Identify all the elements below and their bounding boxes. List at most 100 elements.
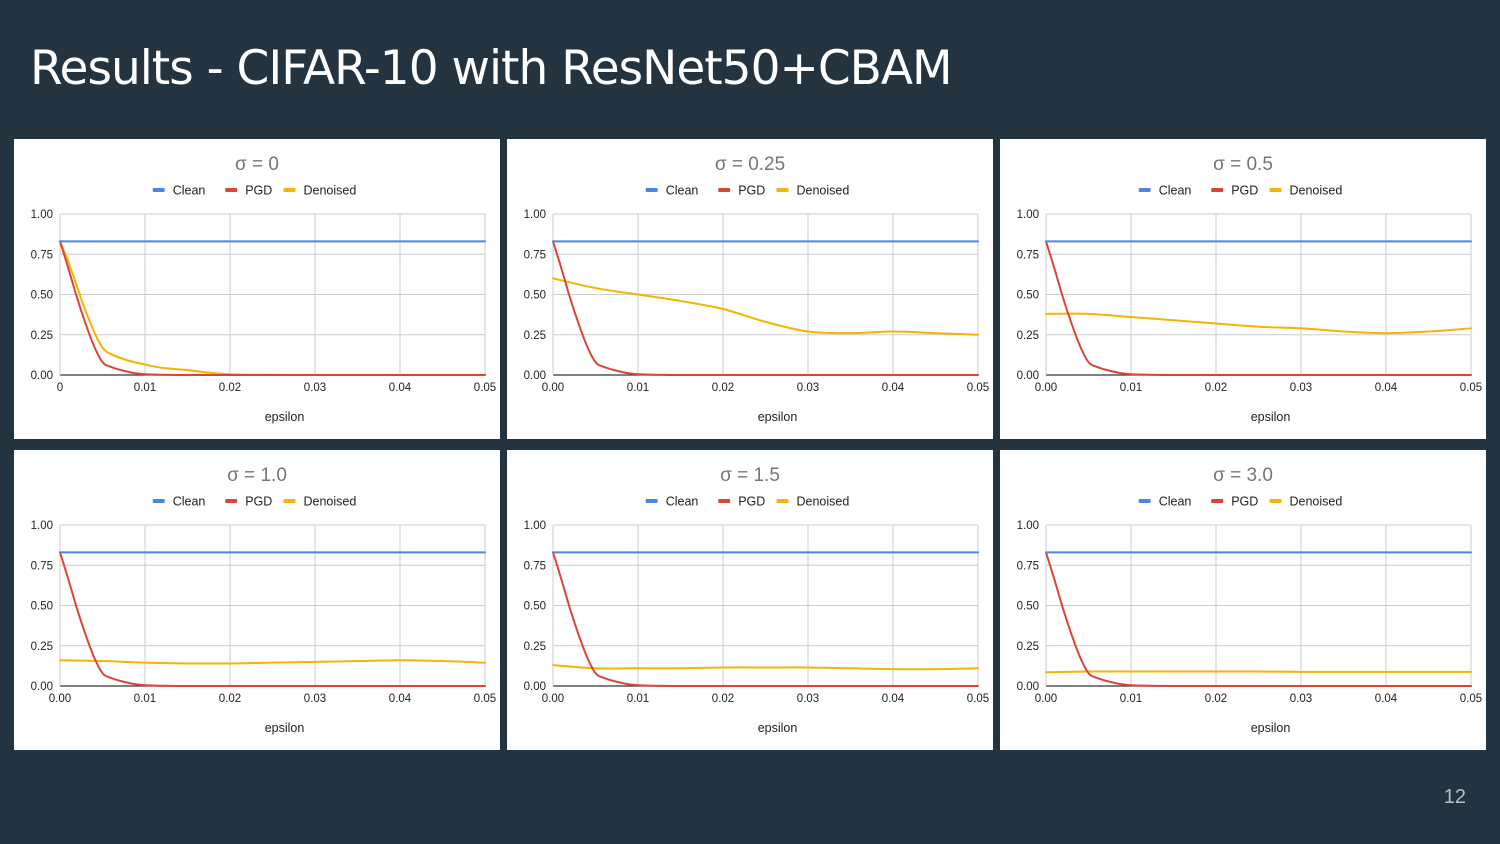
y-tick-label: 1.00 [1017, 520, 1039, 532]
legend-swatch-denoised [776, 499, 789, 503]
x-tick-label: 0.03 [304, 693, 326, 705]
legend-label-pgd: PGD [738, 184, 765, 198]
legend-label-pgd: PGD [738, 495, 765, 509]
line-chart: σ = 3.0 Clean PGD Denoised 0.00 0.25 0.50 0.75 1… [1017, 465, 1483, 735]
chart-panel-sigma-0.25: σ = 0.25 Clean PGD Denoised 0.00 0.25 0.50 0.75… [507, 139, 993, 439]
x-axis-label: epsilon [1251, 721, 1291, 735]
legend-label-pgd: PGD [245, 184, 272, 198]
legend-label-clean: Clean [173, 184, 206, 198]
x-tick-label: 0.03 [304, 382, 326, 394]
x-tick-label: 0.01 [1120, 693, 1142, 705]
chart-title: σ = 1.5 [720, 465, 780, 486]
y-tick-label: 0.25 [31, 330, 53, 342]
x-tick-label: 0.02 [219, 693, 241, 705]
legend-swatch-pgd [1211, 188, 1224, 192]
legend-swatch-denoised [283, 188, 296, 192]
y-tick-label: 0.00 [31, 681, 53, 693]
x-tick-label: 0.01 [134, 693, 156, 705]
y-tick-label: 1.00 [524, 520, 546, 532]
chart-legend: Clean PGD Denoised [645, 184, 850, 198]
x-axis-label: epsilon [265, 721, 305, 735]
y-tick-label: 0.00 [524, 681, 546, 693]
chart-legend: Clean PGD Denoised [1138, 184, 1343, 198]
chart-title: σ = 0.25 [715, 154, 785, 175]
series-line-denoised [59, 240, 486, 377]
y-tick-label: 0.75 [31, 249, 53, 261]
x-tick-label: 0.03 [1290, 382, 1312, 394]
legend-label-clean: Clean [666, 495, 699, 509]
x-tick-label: 0.00 [542, 693, 564, 705]
chart-title: σ = 0.5 [1213, 154, 1273, 175]
chart-legend: Clean PGD Denoised [645, 495, 850, 509]
x-tick-label: 0.04 [1375, 382, 1398, 394]
x-tick-label: 0.05 [474, 693, 496, 705]
legend-label-denoised: Denoised [304, 184, 357, 198]
x-tick-label: 0.04 [389, 693, 412, 705]
legend-swatch-pgd [225, 188, 238, 192]
legend-swatch-denoised [283, 499, 296, 503]
chart-panel-sigma-3.0: σ = 3.0 Clean PGD Denoised 0.00 0.25 0.50 0.75 1… [1000, 450, 1486, 750]
slide-title: Results - CIFAR-10 with ResNet50+CBAM [30, 41, 953, 96]
legend-swatch-denoised [1269, 188, 1282, 192]
series-line-pgd [1045, 551, 1472, 688]
legend-swatch-pgd [1211, 499, 1224, 503]
series-line-pgd [1045, 240, 1472, 377]
legend-swatch-pgd [225, 499, 238, 503]
legend-swatch-clean [152, 499, 165, 503]
y-tick-label: 0.50 [524, 290, 546, 302]
legend-swatch-clean [1138, 499, 1151, 503]
legend-label-pgd: PGD [245, 495, 272, 509]
y-tick-label: 0.00 [31, 370, 53, 382]
legend-label-denoised: Denoised [304, 495, 357, 509]
y-tick-label: 0.00 [1017, 370, 1039, 382]
y-tick-label: 0.25 [31, 641, 53, 653]
x-axis-label: epsilon [758, 410, 798, 424]
x-tick-label: 0.05 [1460, 382, 1482, 394]
y-tick-label: 0.50 [31, 290, 53, 302]
y-tick-label: 0.75 [524, 560, 546, 572]
chart-legend: Clean PGD Denoised [152, 184, 357, 198]
x-tick-label: 0.04 [1375, 693, 1398, 705]
legend-label-denoised: Denoised [797, 495, 850, 509]
series-line-denoised [1045, 312, 1472, 335]
y-tick-label: 0.50 [31, 601, 53, 613]
line-chart: σ = 1.5 Clean PGD Denoised 0.00 0.25 0.50 0.75 1… [524, 465, 990, 735]
legend-swatch-clean [1138, 188, 1151, 192]
series-line-denoised [552, 664, 979, 671]
line-chart: σ = 0.5 Clean PGD Denoised 0.00 0.25 0.50 0.75 1… [1017, 154, 1483, 424]
x-axis-label: epsilon [265, 410, 305, 424]
x-tick-label: 0.02 [712, 382, 734, 394]
chart-panel-sigma-1.0: σ = 1.0 Clean PGD Denoised 0.00 0.25 0.50 0.75 1… [14, 450, 500, 750]
chart-title: σ = 1.0 [227, 465, 287, 486]
y-tick-label: 0.00 [1017, 681, 1039, 693]
legend-swatch-clean [645, 499, 658, 503]
legend-label-denoised: Denoised [1290, 184, 1343, 198]
legend-label-clean: Clean [1159, 184, 1192, 198]
legend-label-pgd: PGD [1231, 184, 1258, 198]
x-tick-label: 0.00 [49, 693, 71, 705]
legend-swatch-pgd [718, 188, 731, 192]
legend-swatch-pgd [718, 499, 731, 503]
y-tick-label: 0.50 [1017, 601, 1039, 613]
y-tick-label: 1.00 [31, 209, 53, 221]
y-tick-label: 1.00 [31, 520, 53, 532]
y-tick-label: 0.75 [524, 249, 546, 261]
legend-label-clean: Clean [173, 495, 206, 509]
x-tick-label: 0.04 [882, 693, 905, 705]
legend-swatch-clean [152, 188, 165, 192]
legend-label-denoised: Denoised [797, 184, 850, 198]
y-tick-label: 0.00 [524, 370, 546, 382]
y-tick-label: 0.75 [1017, 560, 1039, 572]
x-tick-label: 0.04 [389, 382, 412, 394]
y-tick-label: 0.25 [1017, 330, 1039, 342]
y-tick-label: 0.50 [1017, 290, 1039, 302]
legend-label-denoised: Denoised [1290, 495, 1343, 509]
x-tick-label: 0.02 [712, 693, 734, 705]
legend-swatch-denoised [1269, 499, 1282, 503]
x-tick-label: 0.00 [1035, 693, 1057, 705]
x-axis-label: epsilon [1251, 410, 1291, 424]
y-tick-label: 0.25 [1017, 641, 1039, 653]
x-tick-label: 0.01 [627, 693, 649, 705]
chart-title: σ = 0 [235, 154, 279, 175]
line-chart: σ = 0.25 Clean PGD Denoised 0.00 0.25 0.50 0.75… [524, 154, 990, 424]
